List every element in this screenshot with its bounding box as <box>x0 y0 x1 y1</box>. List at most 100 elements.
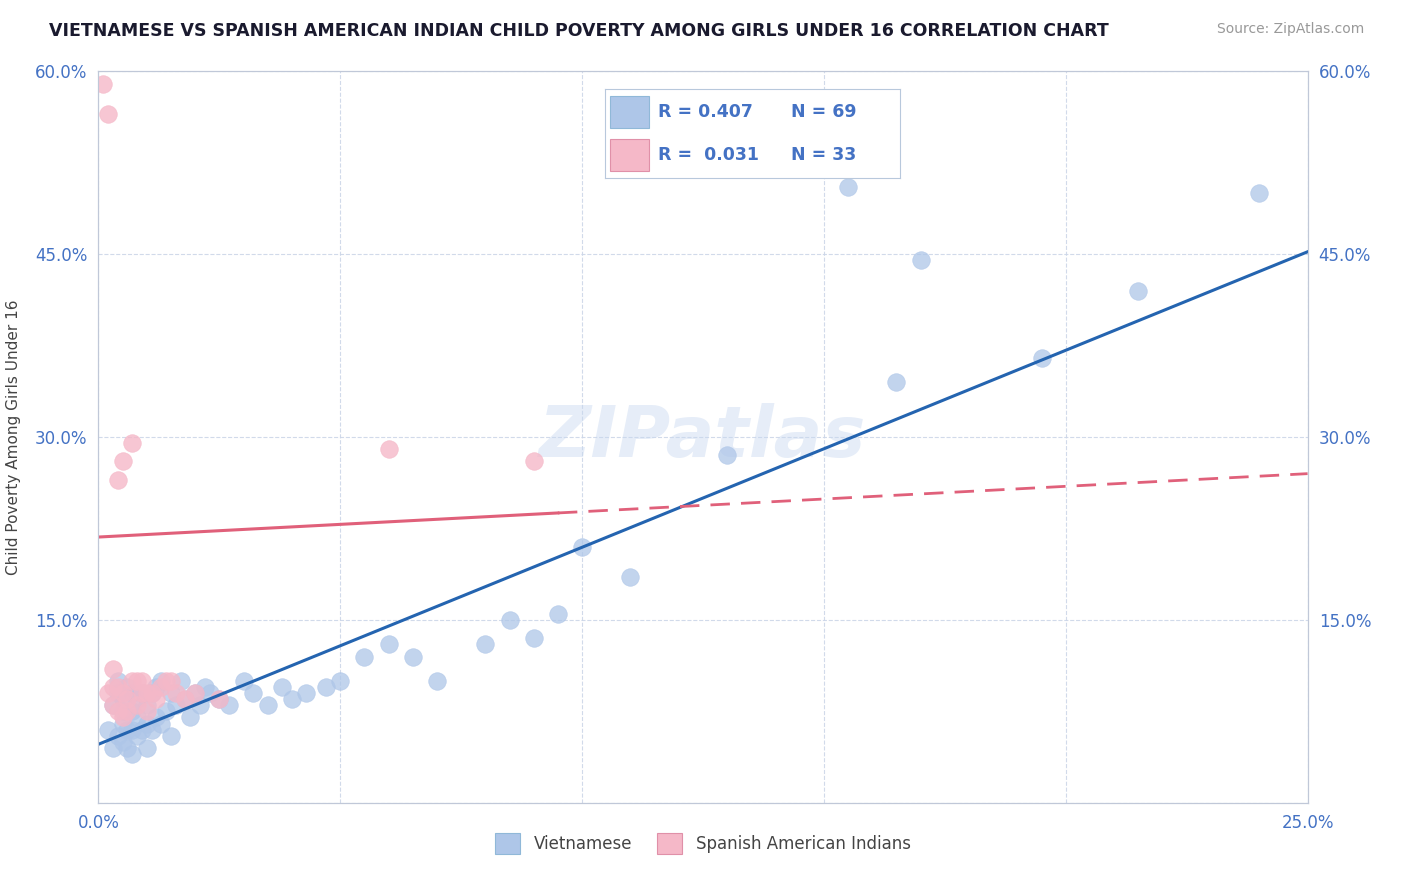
Legend: Vietnamese, Spanish American Indians: Vietnamese, Spanish American Indians <box>489 827 917 860</box>
Point <box>232 673 254 688</box>
Point <box>111 710 134 724</box>
Point <box>101 740 124 755</box>
Text: ZIPatlas: ZIPatlas <box>540 402 866 472</box>
Point <box>91 77 114 91</box>
Point <box>218 698 240 713</box>
Point <box>127 698 149 713</box>
Point <box>111 686 134 700</box>
Point <box>135 716 157 731</box>
Point <box>179 710 201 724</box>
Bar <box>610 139 650 171</box>
Point <box>150 673 173 688</box>
Point <box>121 686 143 700</box>
Point <box>101 662 124 676</box>
Point <box>1249 186 1271 201</box>
Point <box>184 686 207 700</box>
Point <box>150 716 173 731</box>
Point <box>165 686 187 700</box>
Point <box>145 680 167 694</box>
Point <box>523 632 546 646</box>
Point <box>127 710 149 724</box>
Point <box>97 686 120 700</box>
Point <box>160 686 183 700</box>
Point <box>198 686 221 700</box>
Point <box>295 686 318 700</box>
Point <box>101 680 124 694</box>
Point <box>145 710 167 724</box>
Point <box>111 705 134 719</box>
Point <box>498 613 520 627</box>
Point <box>353 649 375 664</box>
Point <box>150 680 173 694</box>
Point <box>1031 351 1053 365</box>
Point <box>377 442 399 457</box>
Text: Source: ZipAtlas.com: Source: ZipAtlas.com <box>1216 22 1364 37</box>
Point <box>135 698 157 713</box>
Point <box>101 698 124 713</box>
Point <box>160 673 183 688</box>
Point <box>127 729 149 743</box>
Point <box>910 253 932 268</box>
Text: R =  0.031: R = 0.031 <box>658 145 759 164</box>
Point <box>121 705 143 719</box>
Point <box>188 698 211 713</box>
Point <box>886 375 908 389</box>
Point <box>107 729 129 743</box>
Point <box>117 692 139 706</box>
Point <box>194 680 217 694</box>
Point <box>97 723 120 737</box>
Point <box>135 705 157 719</box>
Point <box>121 723 143 737</box>
Point <box>329 673 352 688</box>
Point <box>174 692 197 706</box>
Point <box>141 723 163 737</box>
Point <box>184 686 207 700</box>
Point <box>131 673 153 688</box>
Point <box>107 680 129 694</box>
Text: N = 33: N = 33 <box>790 145 856 164</box>
Point <box>271 680 294 694</box>
Point <box>111 735 134 749</box>
Point <box>256 698 278 713</box>
Point <box>145 692 167 706</box>
Point <box>155 673 177 688</box>
Point <box>127 692 149 706</box>
Point <box>837 180 859 194</box>
Y-axis label: Child Poverty Among Girls Under 16: Child Poverty Among Girls Under 16 <box>6 300 21 574</box>
Point <box>571 540 593 554</box>
Point <box>121 436 143 450</box>
Point <box>101 698 124 713</box>
Point <box>111 454 134 468</box>
Point <box>107 705 129 719</box>
Point <box>121 673 143 688</box>
Text: R = 0.407: R = 0.407 <box>658 103 752 121</box>
Point <box>1128 284 1150 298</box>
Point <box>117 723 139 737</box>
Point <box>523 454 546 468</box>
Point <box>127 673 149 688</box>
Point <box>165 698 187 713</box>
Point <box>716 448 738 462</box>
Point <box>131 686 153 700</box>
Point <box>111 692 134 706</box>
Point <box>169 673 191 688</box>
Point <box>426 673 449 688</box>
Point <box>111 716 134 731</box>
Point <box>155 705 177 719</box>
Text: N = 69: N = 69 <box>790 103 856 121</box>
Point <box>619 570 641 584</box>
Point <box>281 692 304 706</box>
Point <box>97 107 120 121</box>
Point <box>117 705 139 719</box>
Point <box>208 692 231 706</box>
Point <box>242 686 264 700</box>
Point <box>121 747 143 761</box>
Point <box>117 680 139 694</box>
Point <box>107 686 129 700</box>
Point <box>141 686 163 700</box>
Point <box>174 692 197 706</box>
Bar <box>610 96 650 128</box>
Point <box>135 740 157 755</box>
Point <box>402 649 425 664</box>
Point <box>107 673 129 688</box>
